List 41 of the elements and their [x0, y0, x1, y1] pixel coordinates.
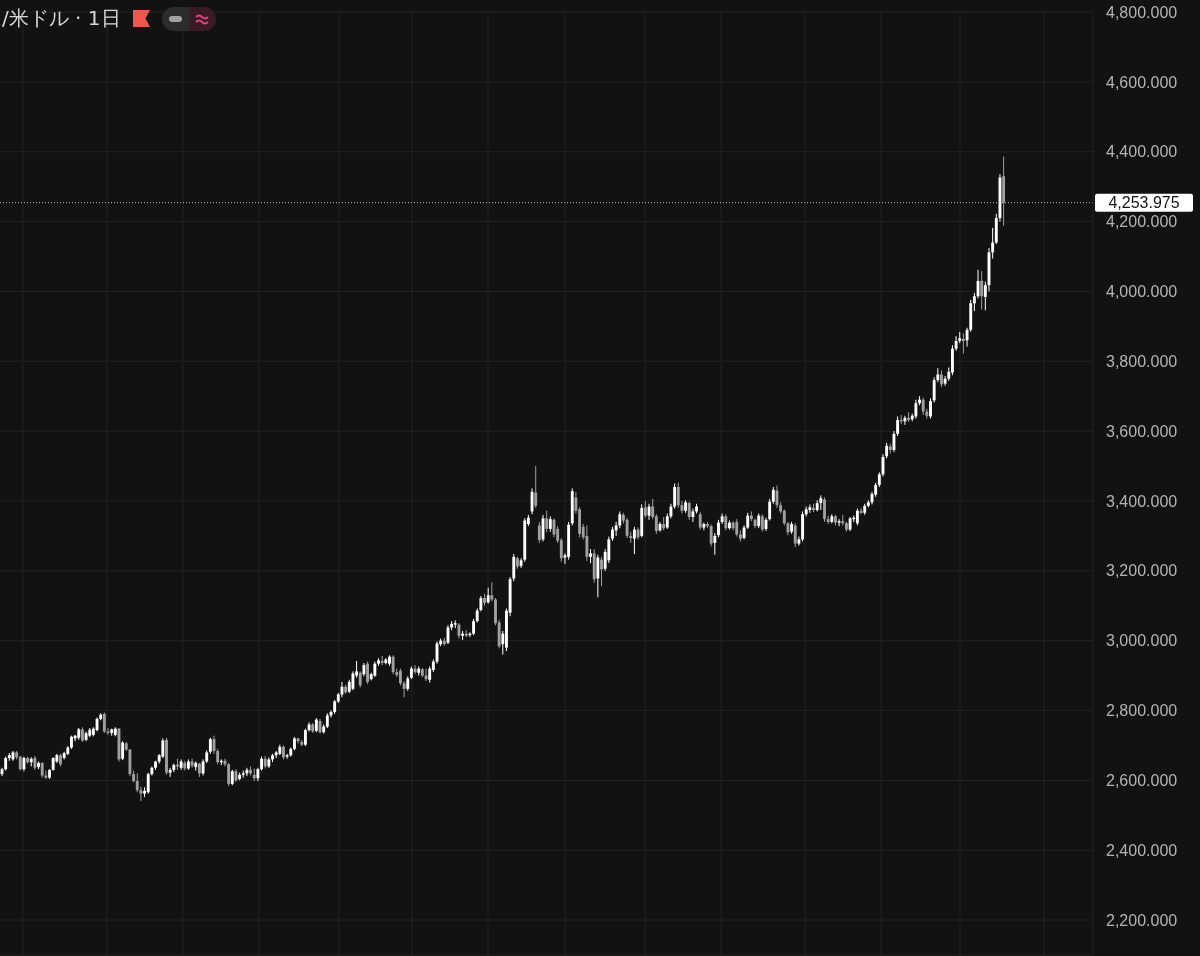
candlestick: [837, 518, 841, 527]
candlestick: [808, 503, 812, 514]
candlestick: [245, 767, 249, 777]
y-tick-label: 2,600.000: [1106, 772, 1178, 790]
candlestick: [691, 508, 695, 523]
y-tick-label: 4,600.000: [1106, 73, 1178, 91]
candlestick: [980, 270, 984, 311]
y-tick-label: 4,800.000: [1106, 3, 1178, 21]
candlestick: [413, 664, 417, 675]
candlestick: [625, 517, 629, 539]
y-tick-label: 3,400.000: [1106, 492, 1178, 510]
y-tick-label: 4,200.000: [1106, 213, 1178, 231]
y-tick-label: 4,000.000: [1106, 283, 1178, 301]
candlestick: [600, 556, 603, 587]
y-tick-label: 2,800.000: [1106, 702, 1178, 720]
y-tick-label: 2,400.000: [1106, 841, 1178, 859]
y-tick-label: 3,800.000: [1106, 352, 1178, 370]
y-tick-label: 4,400.000: [1106, 143, 1178, 161]
y-tick-label: 3,000.000: [1106, 632, 1178, 650]
candlestick: [596, 554, 600, 598]
candlestick: [903, 415, 907, 426]
candlestick: [713, 532, 717, 556]
candlestick: [537, 521, 541, 544]
ref-line-label: 4,253.975: [1108, 194, 1180, 212]
y-tick-label: 3,600.000: [1106, 422, 1178, 440]
candlestick: [823, 496, 826, 523]
candlestick: [351, 670, 355, 691]
candlestick: [366, 661, 369, 685]
candlestick: [914, 399, 918, 420]
candlestick: [494, 597, 497, 626]
candlestick: [497, 619, 501, 649]
candlestick: [190, 758, 194, 769]
y-tick-label: 3,200.000: [1106, 562, 1178, 580]
candlestick: [490, 581, 494, 603]
candlestick: [585, 524, 589, 562]
chart-title: /米ドル · 1日: [2, 5, 121, 32]
candlestick: [709, 524, 713, 547]
candlestick: [179, 758, 183, 771]
candlestick: [534, 465, 538, 509]
y-tick-label: 2,200.000: [1106, 911, 1178, 929]
candlestick: [929, 397, 932, 420]
